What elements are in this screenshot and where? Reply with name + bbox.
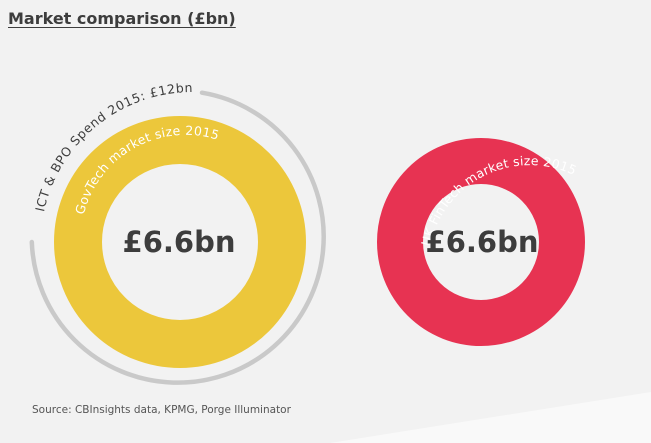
source-note: Source: CBInsights data, KPMG, Porge Ill… [32,404,291,416]
outer-spend-ring [29,90,326,385]
govtech-value-label: £6.6bn [123,225,236,259]
chart-title: Market comparison (£bn) [8,9,236,28]
page-fold-shadow [330,392,651,443]
fintech-value-label: £6.6bn [426,225,539,259]
fintech-donut-ring [377,138,585,346]
govtech-donut-ring [54,116,306,368]
